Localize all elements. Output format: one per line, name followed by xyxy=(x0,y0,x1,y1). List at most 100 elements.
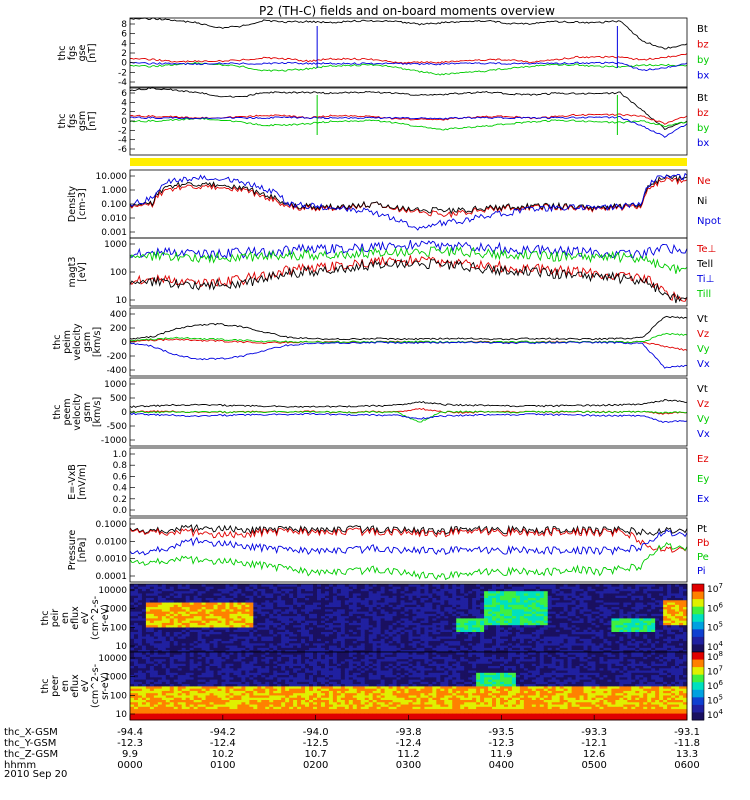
heatmap-cell xyxy=(177,645,183,648)
heatmap-cell xyxy=(261,622,266,626)
heatmap-cell xyxy=(137,654,143,657)
heatmap-cell xyxy=(376,615,382,619)
heatmap-cell xyxy=(500,633,505,637)
y-tick-label: 4 xyxy=(121,98,127,108)
heatmap-cell xyxy=(599,602,604,605)
heatmap-cell xyxy=(555,597,561,601)
heatmap-cell xyxy=(567,584,573,587)
heatmap-cell xyxy=(460,636,465,639)
heatmap-cell xyxy=(452,615,457,619)
heatmap-cell xyxy=(432,611,437,614)
heatmap-cell xyxy=(137,638,143,642)
heatmap-cell xyxy=(261,590,266,594)
heatmap-cell xyxy=(460,593,465,596)
heatmap-cell xyxy=(615,595,620,598)
heatmap-cell xyxy=(587,633,592,637)
heatmap-cell xyxy=(639,642,644,646)
heatmap-cell xyxy=(332,647,338,651)
heatmap-cell xyxy=(269,604,274,608)
heatmap-cell xyxy=(309,638,314,642)
heatmap-cell xyxy=(229,631,234,635)
heatmap-cell xyxy=(448,649,453,653)
heatmap-cell xyxy=(607,613,612,617)
heatmap-cell xyxy=(587,620,592,623)
heatmap-cell xyxy=(153,599,159,603)
heatmap-cell xyxy=(428,599,433,603)
heatmap-cell xyxy=(165,663,171,666)
heatmap-cell xyxy=(364,606,370,610)
heatmap-cell xyxy=(301,597,306,601)
heatmap-cell xyxy=(340,593,346,596)
heatmap-cell xyxy=(535,611,541,614)
heatmap-cell xyxy=(181,631,187,635)
heatmap-cell xyxy=(384,611,390,614)
heatmap-cell xyxy=(655,611,660,614)
heatmap-cell xyxy=(587,645,592,648)
heatmap-cell xyxy=(408,584,413,587)
heatmap-cell xyxy=(356,595,362,598)
heatmap-cell xyxy=(328,624,334,628)
heatmap-cell xyxy=(149,686,155,689)
heatmap-cell xyxy=(197,597,203,601)
heatmap-cell xyxy=(269,597,274,601)
heatmap-cell xyxy=(655,649,660,653)
heatmap-cell xyxy=(627,636,632,639)
heatmap-cell xyxy=(539,647,545,651)
heatmap-cell xyxy=(392,606,397,610)
heatmap-cell xyxy=(145,597,151,601)
heatmap-cell xyxy=(221,642,226,646)
heatmap-cell xyxy=(213,599,218,603)
heatmap-cell xyxy=(671,618,676,621)
heatmap-cell xyxy=(352,599,358,603)
colorbar-segment xyxy=(692,584,704,593)
heatmap-cell xyxy=(635,586,640,589)
heatmap-cell xyxy=(229,640,234,644)
heatmap-cell xyxy=(579,645,584,648)
heatmap-cell xyxy=(400,611,405,614)
heatmap-cell xyxy=(583,595,588,598)
heatmap-cell xyxy=(424,597,429,601)
heatmap-cell xyxy=(348,627,354,630)
heatmap-cell xyxy=(380,590,386,594)
heatmap-cell xyxy=(193,604,199,608)
heatmap-cell xyxy=(328,584,334,587)
heatmap-cell xyxy=(639,597,644,601)
heatmap-cell xyxy=(193,681,199,685)
heatmap-cell xyxy=(130,706,135,710)
heatmap-cell xyxy=(356,586,362,589)
heatmap-cell xyxy=(436,602,441,605)
heatmap-cell xyxy=(193,665,199,669)
heatmap-cell xyxy=(316,604,322,608)
heatmap-cell xyxy=(269,629,274,632)
heatmap-cell xyxy=(563,611,569,614)
heatmap-cell xyxy=(468,615,473,619)
heatmap-cell xyxy=(185,633,191,637)
heatmap-cell xyxy=(181,611,187,614)
heatmap-cell xyxy=(527,647,533,651)
heatmap-cell xyxy=(464,615,469,619)
legend-entry: Vz xyxy=(697,399,709,410)
heatmap-cell xyxy=(241,629,246,632)
heatmap-cell xyxy=(559,586,565,589)
heatmap-cell xyxy=(193,710,199,714)
heatmap-cell xyxy=(297,640,302,644)
heatmap-cell xyxy=(444,647,449,651)
heatmap-cell xyxy=(571,638,576,642)
colorbar-segment xyxy=(692,629,704,638)
heatmap-cell xyxy=(667,611,672,614)
heatmap-cell xyxy=(511,584,517,587)
heatmap-cell xyxy=(444,636,449,639)
heatmap-cell xyxy=(476,631,481,635)
heatmap-cell xyxy=(169,670,175,673)
heatmap-cell xyxy=(667,627,672,630)
heatmap-cell xyxy=(511,604,517,608)
heatmap-cell xyxy=(130,701,135,705)
heatmap-cell xyxy=(631,584,636,587)
heatmap-cell xyxy=(320,604,326,608)
heatmap-cell xyxy=(651,636,656,639)
heatmap-cell xyxy=(261,597,266,601)
heatmap-cell xyxy=(428,611,433,614)
heatmap-cell xyxy=(547,629,553,632)
heatmap-cell xyxy=(360,613,366,617)
